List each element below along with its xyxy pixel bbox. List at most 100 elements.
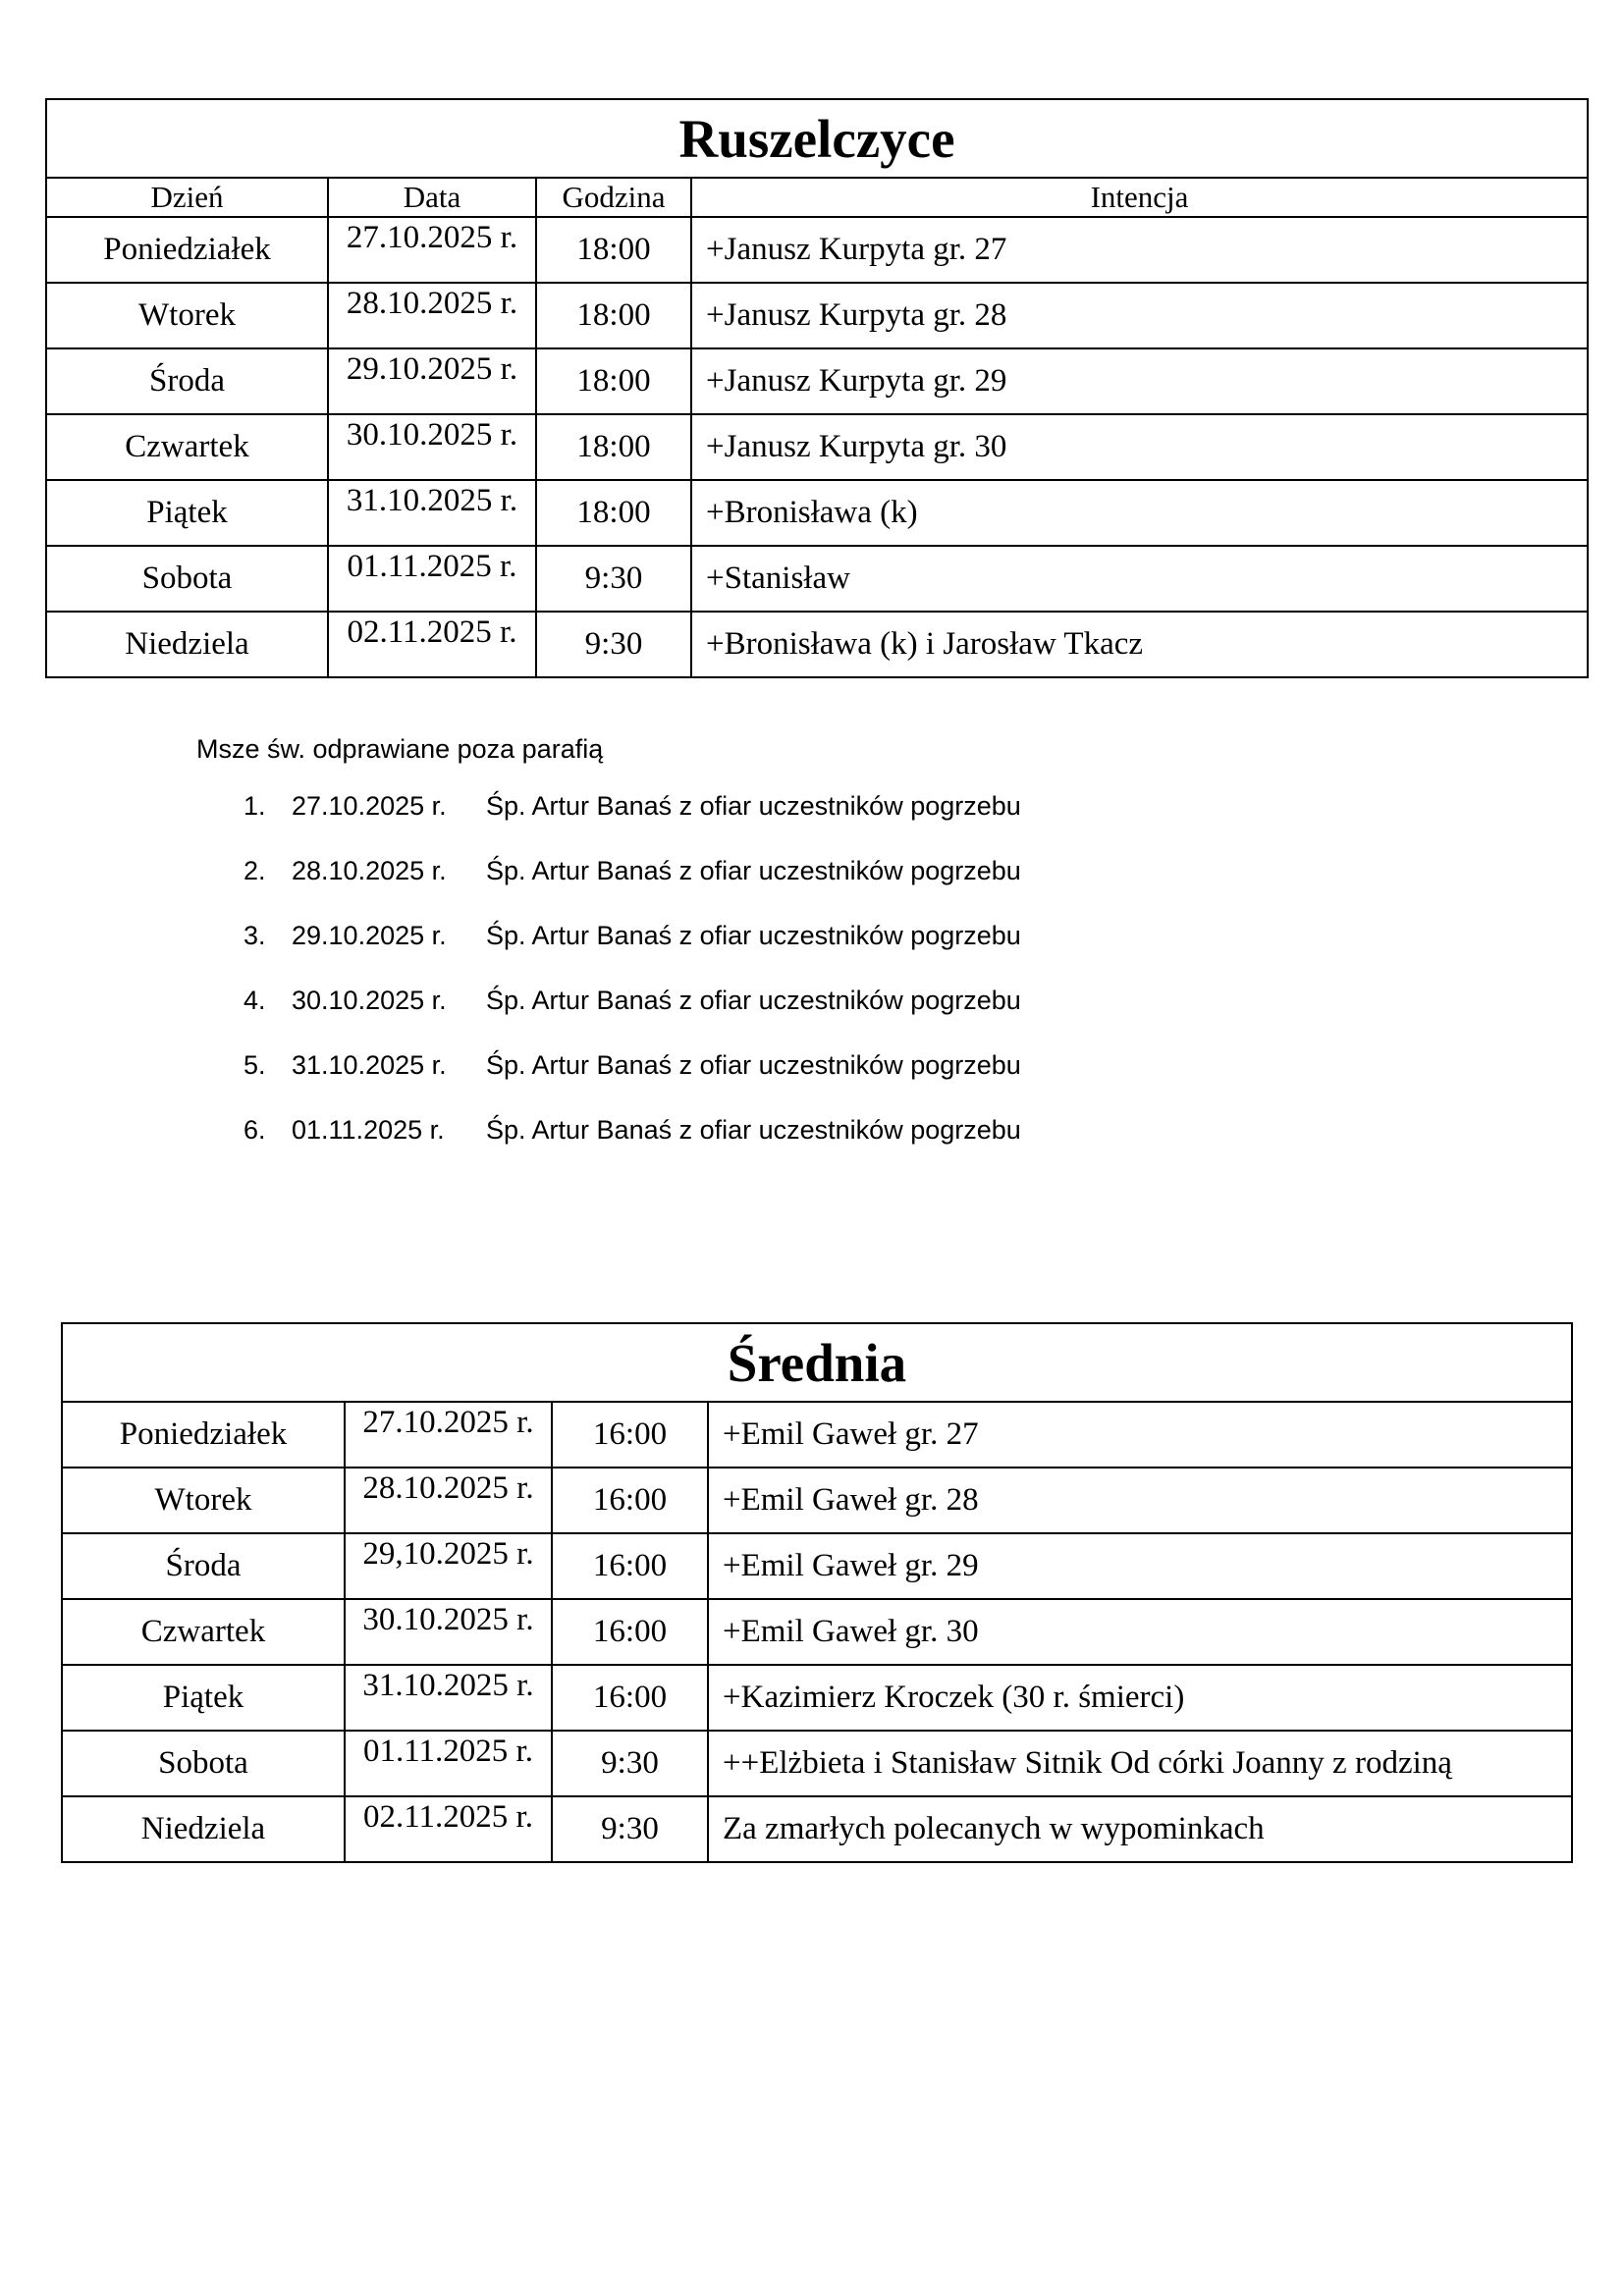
table-row: Wtorek 28.10.2025 r. 18:00 +Janusz Kurpyta … [45,282,1589,349]
intention-cell: +Bronisława (k) i Jarosław Tkacz [690,611,1589,678]
time-cell: 18:00 [535,413,692,481]
table-title: Ruszelczyce [45,98,1589,179]
time-cell: 18:00 [535,282,692,349]
date-cell: 31.10.2025 r. [327,479,537,547]
table-header: Dzień Data Godzina Intencja [45,177,1589,218]
table-row: Niedziela 02.11.2025 r. 9:30 Za zmarłych po… [61,1795,1573,1863]
item-date: 31.10.2025 r. [292,1050,447,1080]
time-cell: 16:00 [551,1598,709,1666]
intention-cell: +Emil Gaweł gr. 28 [707,1467,1573,1534]
time-cell: 18:00 [535,479,692,547]
list-item: 2. 28.10.2025 r. Śp. Artur Banaś z ofiar u… [196,838,1021,903]
header-time: Godzina [535,177,692,218]
item-date: 01.11.2025 r. [292,1115,445,1145]
day-cell: Poniedziałek [45,216,329,284]
header-date: Data [327,177,537,218]
header-day: Dzień [45,177,329,218]
day-cell: Środa [61,1532,346,1600]
day-cell: Niedziela [61,1795,346,1863]
intention-cell: +Emil Gaweł gr. 30 [707,1598,1573,1666]
time-cell: 9:30 [551,1730,709,1797]
time-cell: 9:30 [535,611,692,678]
time-cell: 16:00 [551,1664,709,1732]
intention-cell: +Bronisława (k) [690,479,1589,547]
item-text: Śp. Artur Banaś z ofiar uczestników pogr… [486,856,1021,885]
day-cell: Sobota [61,1730,346,1797]
day-cell: Czwartek [45,413,329,481]
day-cell: Piątek [45,479,329,547]
date-cell: 01.11.2025 r. [344,1730,553,1797]
table-row: Piątek 31.10.2025 r. 16:00 +Kazimierz Krocz… [61,1664,1573,1732]
table-row: Poniedziałek 27.10.2025 r. 18:00 +Janusz Ku… [45,216,1589,284]
item-number: 1. [244,791,266,821]
intention-cell: +Janusz Kurpyta gr. 30 [690,413,1589,481]
time-cell: 9:30 [535,545,692,613]
list-item: 1. 27.10.2025 r. Śp. Artur Banaś z ofiar u… [196,774,1021,838]
item-number: 5. [244,1050,266,1080]
time-cell: 18:00 [535,347,692,415]
header-intention: Intencja [690,177,1589,218]
time-cell: 18:00 [535,216,692,284]
date-cell: 30.10.2025 r. [327,413,537,481]
item-date: 30.10.2025 r. [292,986,447,1015]
date-cell: 27.10.2025 r. [344,1401,553,1468]
table-row: Czwartek 30.10.2025 r. 16:00 +Emil Gaweł gr… [61,1598,1573,1666]
day-cell: Czwartek [61,1598,346,1666]
date-cell: 28.10.2025 r. [344,1467,553,1534]
time-cell: 16:00 [551,1401,709,1468]
day-cell: Poniedziałek [61,1401,346,1468]
list-heading: Msze św. odprawiane poza parafią [196,734,604,764]
item-text: Śp. Artur Banaś z ofiar uczestników pogr… [486,986,1021,1015]
day-cell: Środa [45,347,329,415]
item-date: 29.10.2025 r. [292,921,447,950]
date-cell: 02.11.2025 r. [344,1795,553,1863]
day-cell: Wtorek [61,1467,346,1534]
day-cell: Piątek [61,1664,346,1732]
table-row: Sobota 01.11.2025 r. 9:30 ++Elżbieta i Stan… [61,1730,1573,1797]
item-date: 27.10.2025 r. [292,791,447,821]
item-number: 6. [244,1115,266,1145]
item-text: Śp. Artur Banaś z ofiar uczestników pogr… [486,791,1021,821]
table-row: Piątek 31.10.2025 r. 18:00 +Bronisława (k) [45,479,1589,547]
table-title: Średnia [61,1322,1573,1403]
intention-cell: ++Elżbieta i Stanisław Sitnik Od córki J… [707,1730,1573,1797]
day-cell: Sobota [45,545,329,613]
date-cell: 28.10.2025 r. [327,282,537,349]
time-cell: 16:00 [551,1467,709,1534]
srednia-table: Średnia Poniedziałek 27.10.2025 r. 16:00 +E… [61,1322,1573,1863]
ruszelczyce-table: Ruszelczyce Dzień Data Godzina Intencja … [45,98,1589,678]
list-item: 5. 31.10.2025 r. Śp. Artur Banaś z ofiar u… [196,1033,1021,1097]
time-cell: 16:00 [551,1532,709,1600]
date-cell: 01.11.2025 r. [327,545,537,613]
list-item: 4. 30.10.2025 r. Śp. Artur Banaś z ofiar u… [196,968,1021,1033]
intention-cell: +Janusz Kurpyta gr. 29 [690,347,1589,415]
item-text: Śp. Artur Banaś z ofiar uczestników pogr… [486,1115,1021,1145]
intention-cell: +Emil Gaweł gr. 29 [707,1532,1573,1600]
table-row: Wtorek 28.10.2025 r. 16:00 +Emil Gaweł gr. … [61,1467,1573,1534]
intention-cell: +Emil Gaweł gr. 27 [707,1401,1573,1468]
intention-cell: Za zmarłych polecanych w wypominkach [707,1795,1573,1863]
date-cell: 02.11.2025 r. [327,611,537,678]
table-row: Sobota 01.11.2025 r. 9:30 +Stanisław [45,545,1589,613]
list-item: 3. 29.10.2025 r. Śp. Artur Banaś z ofiar u… [196,903,1021,968]
date-cell: 27.10.2025 r. [327,216,537,284]
table-row: Środa 29.10.2025 r. 18:00 +Janusz Kurpyta g… [45,347,1589,415]
table-row: Środa 29,10.2025 r. 16:00 +Emil Gaweł gr. 2… [61,1532,1573,1600]
item-text: Śp. Artur Banaś z ofiar uczestników pogr… [486,1050,1021,1080]
date-cell: 31.10.2025 r. [344,1664,553,1732]
intention-cell: +Janusz Kurpyta gr. 28 [690,282,1589,349]
intention-cell: +Kazimierz Kroczek (30 r. śmierci) [707,1664,1573,1732]
table-row: Poniedziałek 27.10.2025 r. 16:00 +Emil Gawe… [61,1401,1573,1468]
outside-masses-list: Msze św. odprawiane poza parafią 1. 27.10… [196,724,1021,1162]
day-cell: Niedziela [45,611,329,678]
date-cell: 29.10.2025 r. [327,347,537,415]
date-cell: 29,10.2025 r. [344,1532,553,1600]
item-text: Śp. Artur Banaś z ofiar uczestników pogr… [486,921,1021,950]
day-cell: Wtorek [45,282,329,349]
time-cell: 9:30 [551,1795,709,1863]
intention-cell: +Stanisław [690,545,1589,613]
list-item: 6. 01.11.2025 r. Śp. Artur Banaś z ofiar u… [196,1097,1021,1162]
date-cell: 30.10.2025 r. [344,1598,553,1666]
item-number: 2. [244,856,266,885]
item-date: 28.10.2025 r. [292,856,447,885]
